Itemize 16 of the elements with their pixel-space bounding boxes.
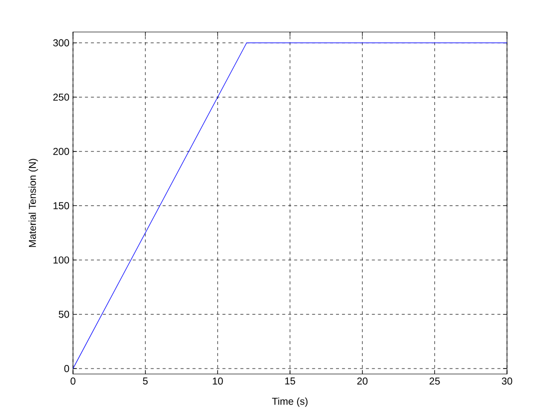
- x-tick-label: 20: [357, 378, 368, 385]
- y-tick-label: 300: [53, 39, 70, 46]
- x-tick-label: 30: [502, 378, 512, 385]
- y-tick-label: 50: [58, 310, 70, 318]
- x-tick-label: 15: [285, 378, 296, 385]
- y-tick-label: 200: [53, 148, 70, 155]
- x-tick-label: 10: [212, 378, 223, 385]
- y-tick-label: 100: [54, 256, 70, 264]
- x-axis-title: Time (s): [272, 397, 308, 407]
- y-axis-title: Material Tension (N): [28, 158, 38, 247]
- y-tick-label: 250: [53, 94, 70, 101]
- x-tick-label: 0: [70, 378, 76, 385]
- x-tick-label: 5: [142, 378, 148, 385]
- y-tick-label: 0: [64, 365, 70, 372]
- y-tick-label: 150: [54, 202, 70, 210]
- x-tick-label: 25: [430, 378, 440, 385]
